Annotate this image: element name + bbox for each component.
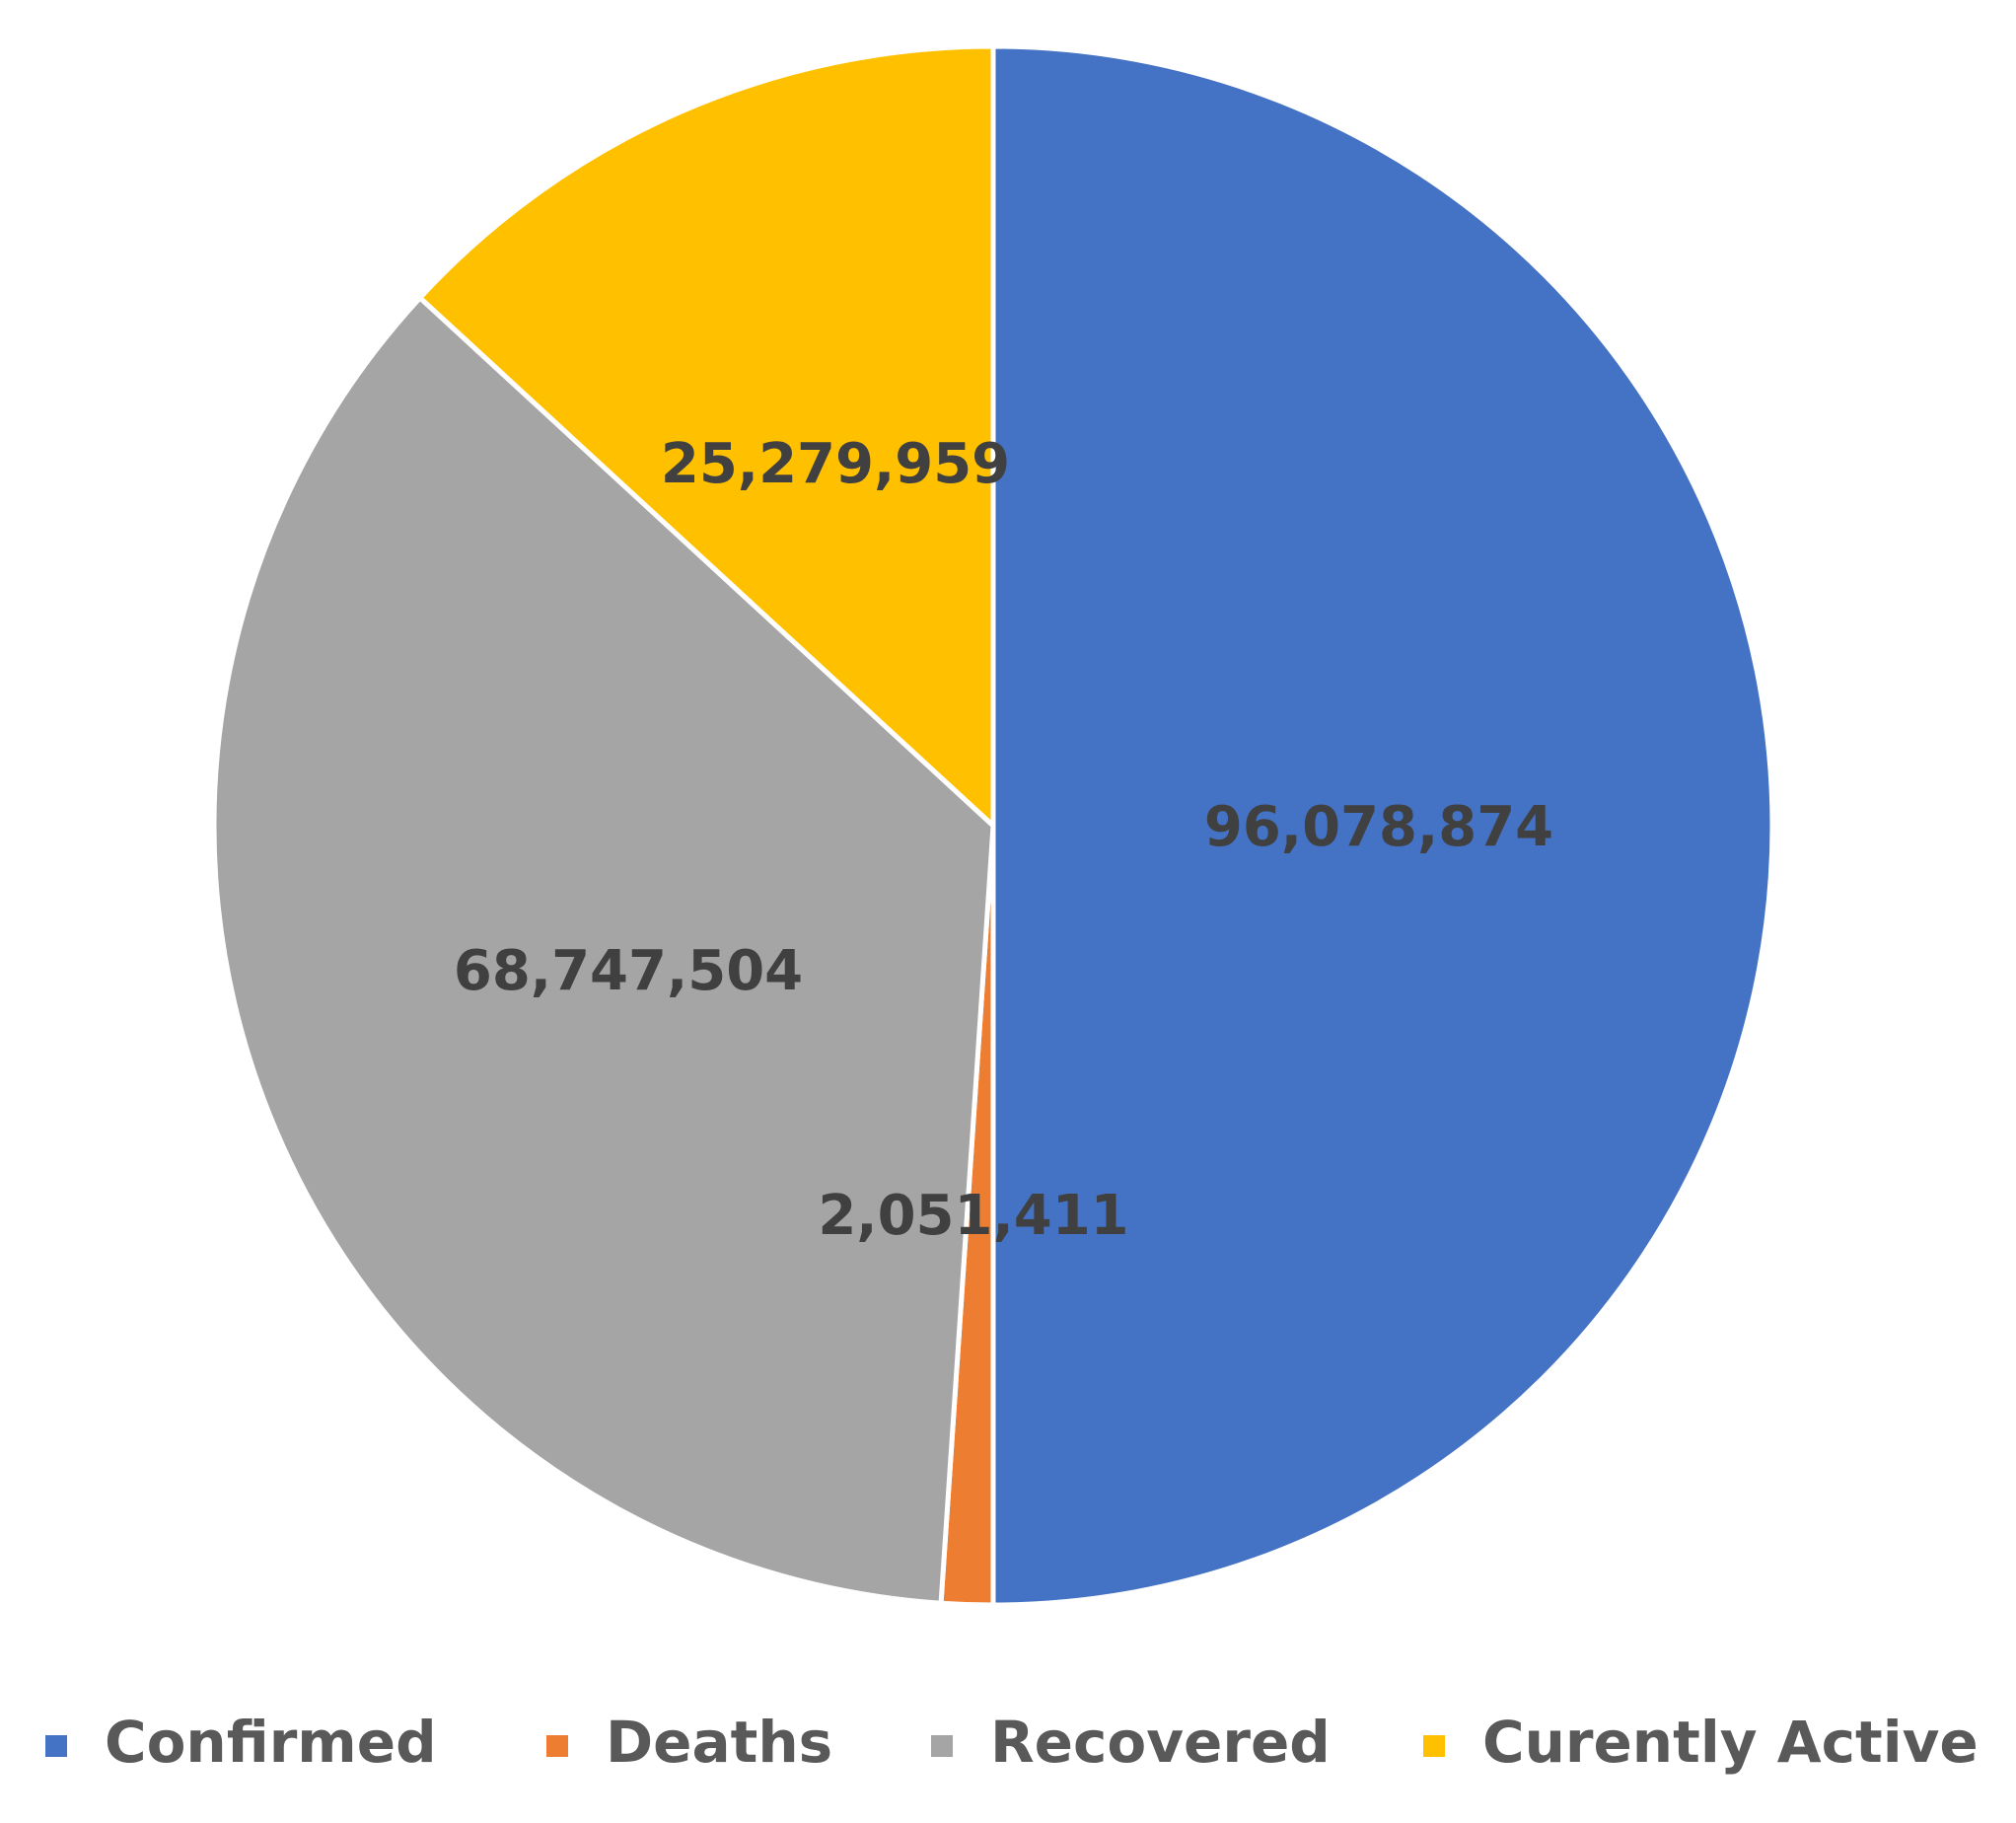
legend-label-recovered: Recovered [990, 1709, 1331, 1776]
legend-item-recovered: Recovered [931, 1709, 1331, 1776]
legend-swatch-curently-active [1423, 1735, 1445, 1757]
data-labels: 96,078,874 2,051,411 68,747,504 25,279,959 [454, 432, 1553, 1248]
legend-item-curently-active: Curently Active [1423, 1709, 1979, 1776]
data-label-deaths: 2,051,411 [818, 1184, 1128, 1248]
pie-slice-curently-active [417, 43, 996, 829]
legend-label-confirmed: Confirmed [105, 1709, 437, 1776]
legend-label-deaths: Deaths [606, 1709, 832, 1776]
legend: Confirmed Deaths Recovered Curently Active [45, 1709, 1979, 1776]
data-label-confirmed: 96,078,874 [1204, 795, 1553, 859]
pie-slice-confirmed [990, 43, 1775, 1608]
legend-item-deaths: Deaths [546, 1709, 832, 1776]
data-label-curently-active: 25,279,959 [661, 432, 1010, 496]
legend-label-curently-active: Curently Active [1482, 1709, 1979, 1776]
data-label-recovered: 68,747,504 [454, 939, 803, 1003]
legend-swatch-deaths [546, 1735, 568, 1757]
pie-slice-recovered [211, 295, 996, 1606]
legend-item-confirmed: Confirmed [45, 1709, 437, 1776]
legend-swatch-recovered [931, 1735, 953, 1757]
legend-swatch-confirmed [45, 1735, 67, 1757]
pie-slices [211, 43, 1775, 1608]
